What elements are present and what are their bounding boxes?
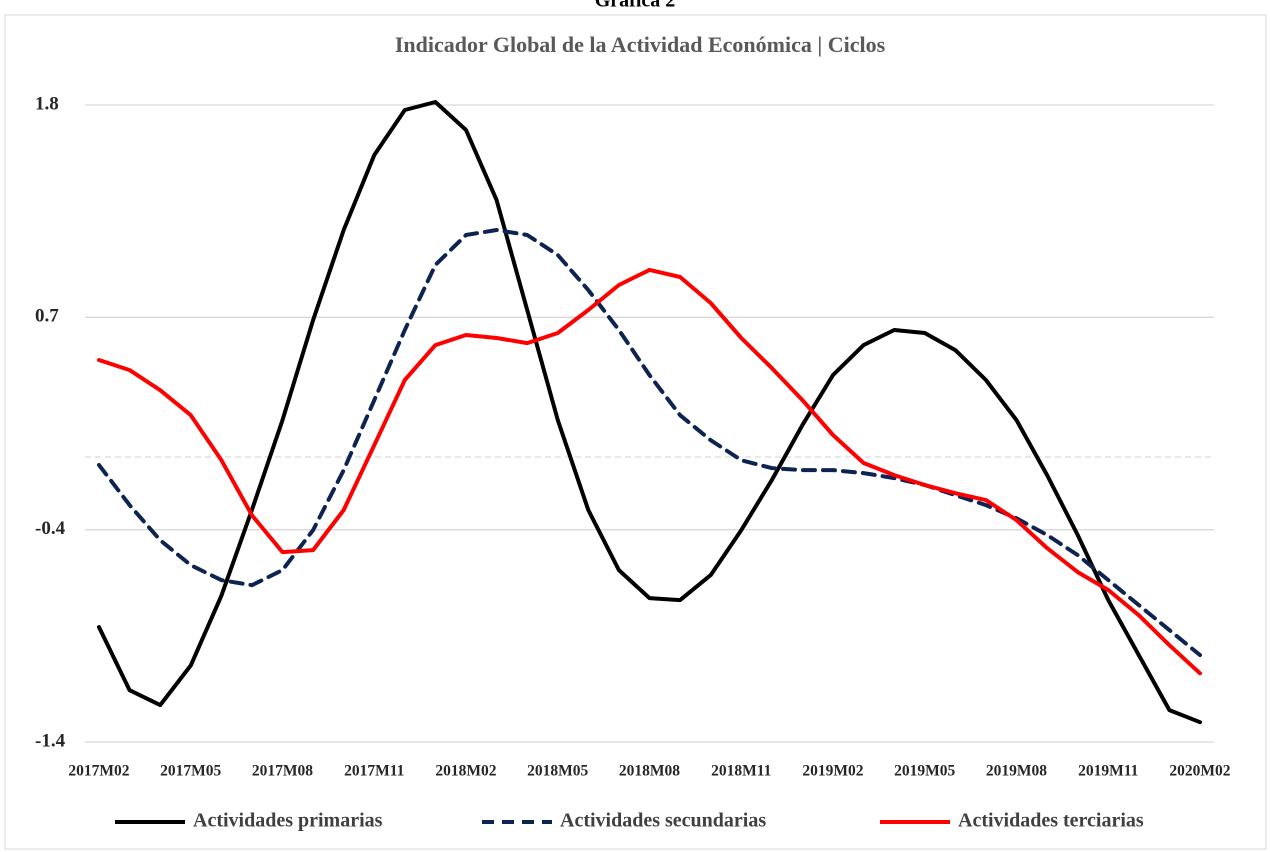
x-tick-label: 2019M05 (894, 763, 955, 780)
x-tick-label: 2019M11 (1078, 763, 1138, 780)
y-tick-label: 1.8 (35, 93, 59, 114)
x-tick-label: 2019M08 (986, 763, 1047, 780)
legend-label: Actividades secundarias (560, 810, 766, 832)
x-tick-label: 2017M08 (252, 763, 313, 780)
legend-label: Actividades terciarias (958, 810, 1144, 832)
x-tick-label: 2020M02 (1169, 763, 1230, 780)
series-line (97, 100, 1202, 725)
figure-label: Gráfica 2 (595, 0, 676, 12)
x-tick-label: 2018M05 (527, 763, 588, 780)
x-tick-label: 2018M02 (435, 763, 496, 780)
x-tick-label: 2017M02 (68, 763, 129, 780)
y-tick-label: -0.4 (35, 518, 66, 539)
x-tick-label: 2018M08 (619, 763, 680, 780)
series-line (97, 267, 1202, 676)
x-tick-label: 2017M05 (160, 763, 221, 780)
y-tick-label: 0.7 (35, 306, 59, 327)
x-tick-label: 2018M11 (711, 763, 771, 780)
chart-frame (4, 14, 1267, 850)
legend-label: Actividades primarias (193, 810, 383, 832)
x-tick-label: 2017M11 (344, 763, 404, 780)
y-tick-label: -1.4 (35, 730, 66, 751)
chart-title: Indicador Global de la Actividad Económi… (395, 32, 886, 57)
x-tick-label: 2019M02 (802, 763, 863, 780)
